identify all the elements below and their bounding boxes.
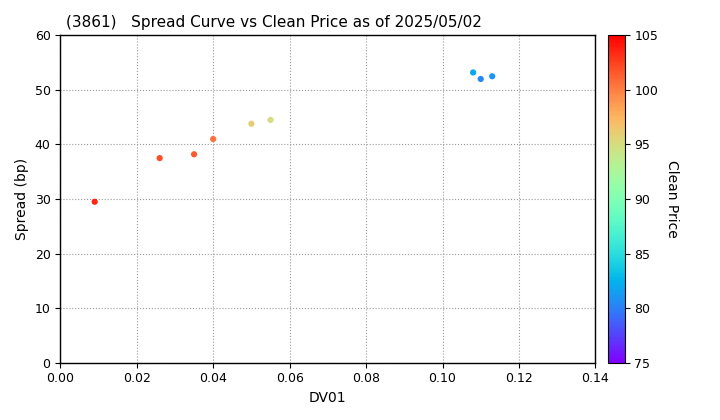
Point bbox=[89, 198, 100, 205]
Point bbox=[207, 136, 219, 142]
Point bbox=[154, 155, 166, 161]
Point bbox=[189, 151, 200, 158]
Point bbox=[246, 121, 257, 127]
Text: (3861)   Spread Curve vs Clean Price as of 2025/05/02: (3861) Spread Curve vs Clean Price as of… bbox=[66, 15, 482, 30]
Point bbox=[475, 76, 487, 82]
Point bbox=[265, 116, 276, 123]
X-axis label: DV01: DV01 bbox=[309, 391, 346, 405]
Y-axis label: Spread (bp): Spread (bp) bbox=[15, 158, 29, 240]
Point bbox=[467, 69, 479, 76]
Y-axis label: Clean Price: Clean Price bbox=[665, 160, 679, 238]
Point bbox=[487, 73, 498, 80]
